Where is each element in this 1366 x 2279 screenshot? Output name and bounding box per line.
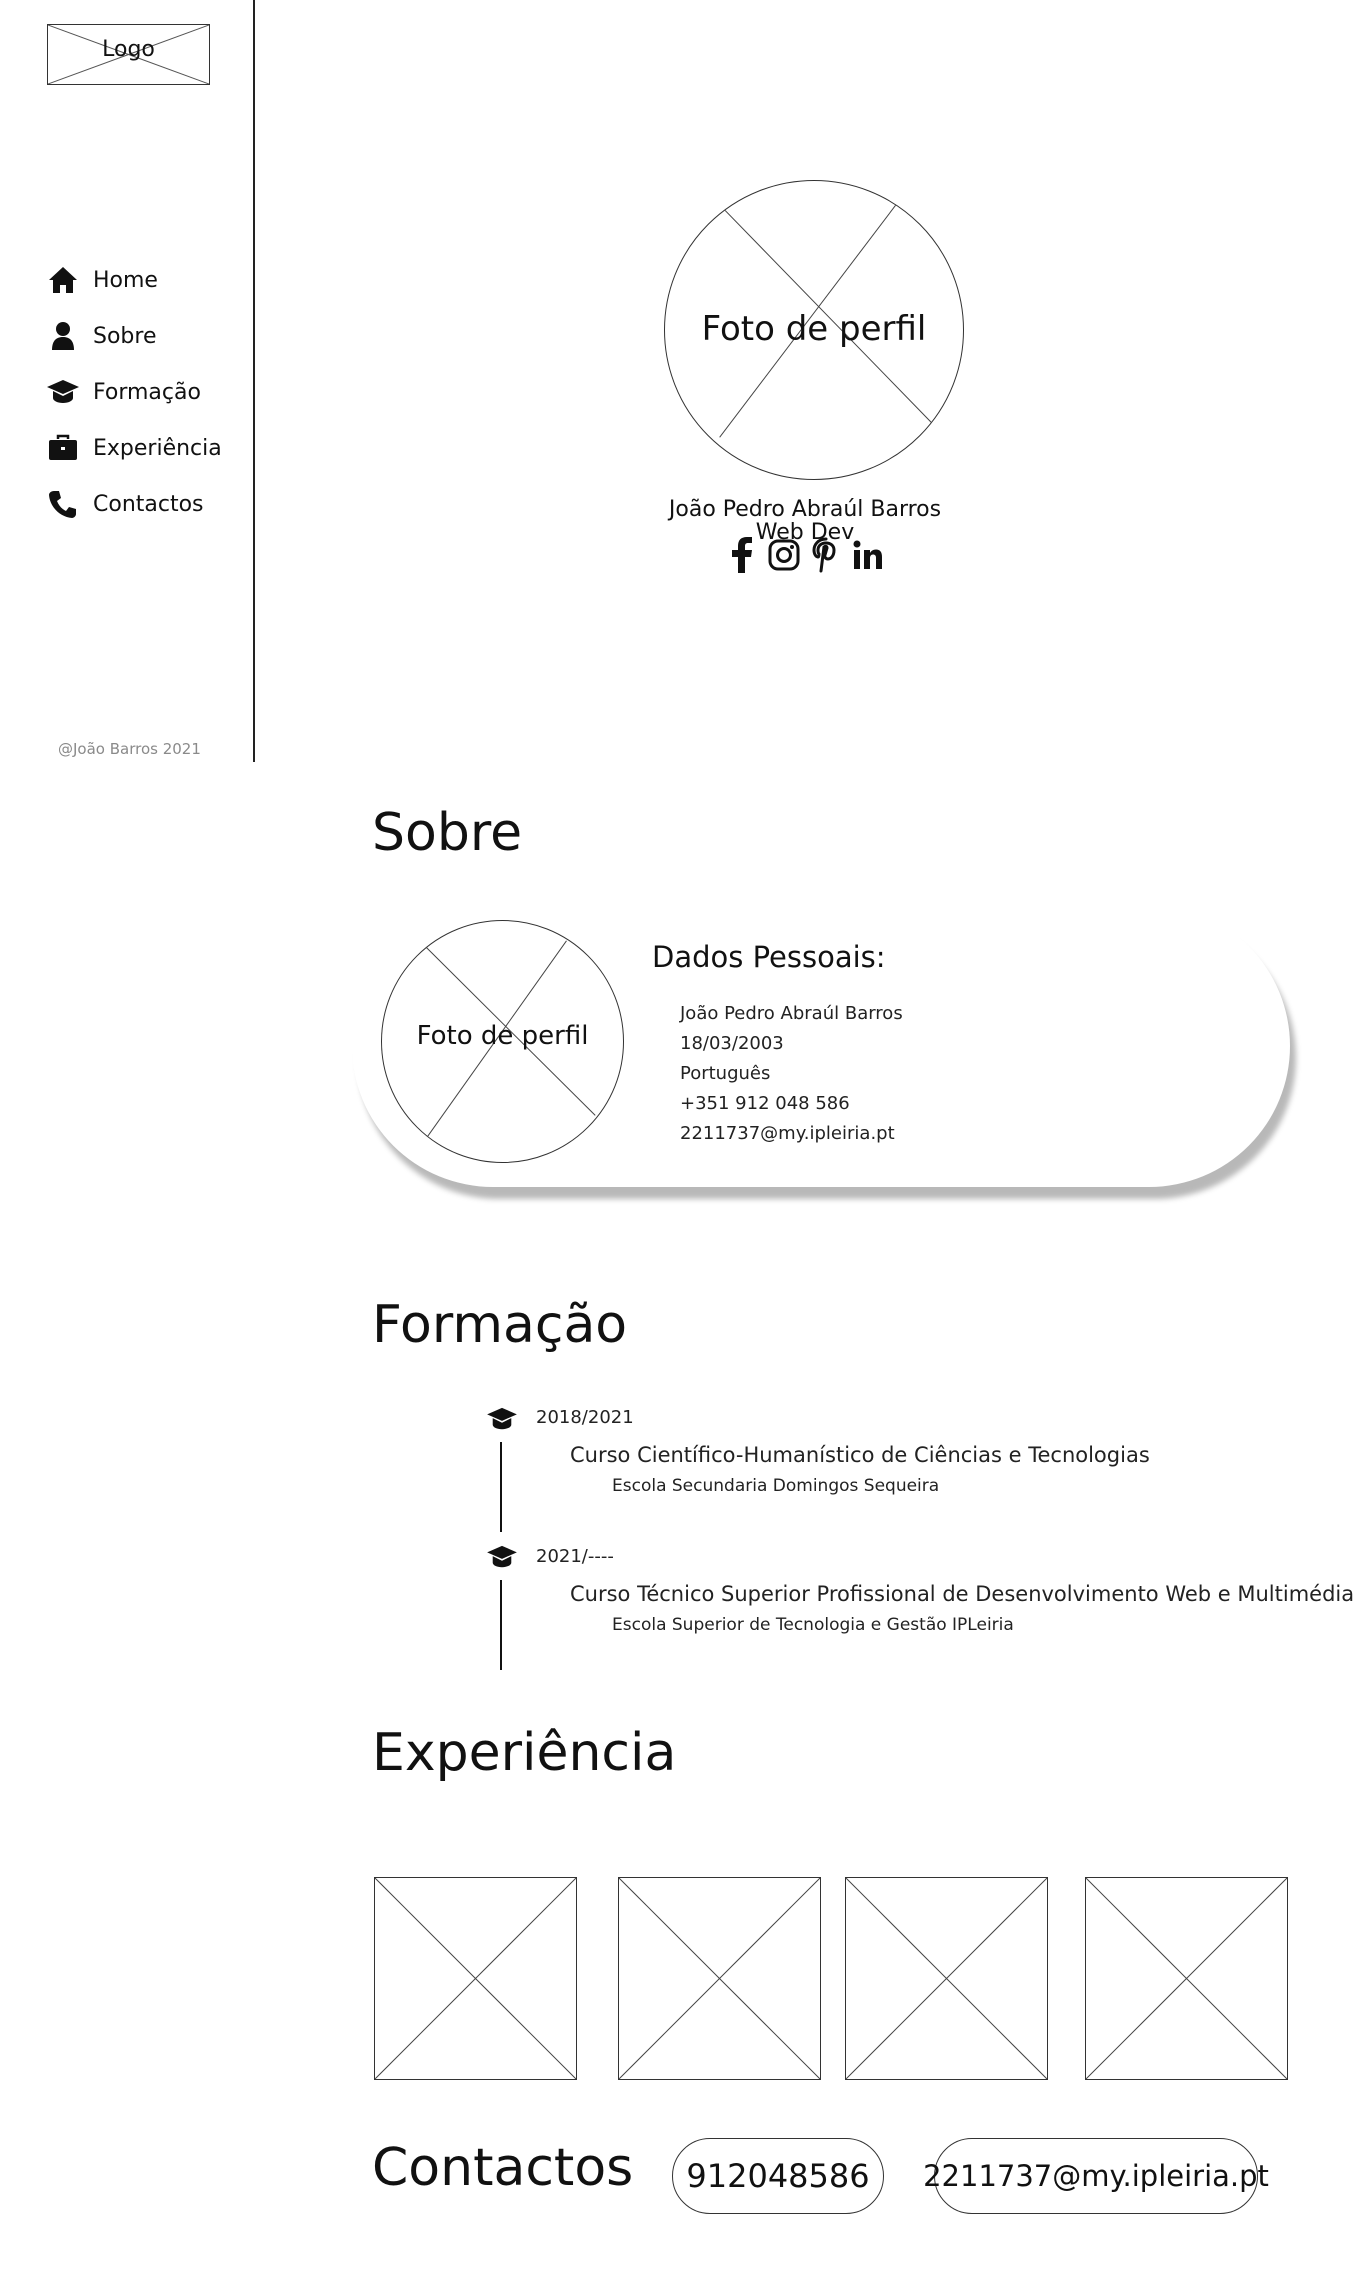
graduation-cap-icon <box>46 375 80 409</box>
logo-text: Logo <box>102 37 155 62</box>
dados-pessoais-title: Dados Pessoais: <box>652 940 886 974</box>
user-icon <box>46 319 80 353</box>
timeline-date: 2021/---- <box>536 1546 614 1567</box>
section-title-contactos: Contactos <box>372 2138 634 2198</box>
timeline-course: Curso Técnico Superior Profissional de D… <box>570 1582 1355 1606</box>
timeline-school: Escola Secundaria Domingos Sequeira <box>612 1476 940 1496</box>
experience-image-placeholder[interactable] <box>1085 1877 1288 2080</box>
nav-label: Experiência <box>93 435 222 461</box>
sobre-profile-photo: Foto de perfil <box>381 920 624 1163</box>
dados-email: 2211737@my.ipleiria.pt <box>680 1123 895 1144</box>
timeline-connector <box>500 1580 502 1670</box>
facebook-icon[interactable] <box>725 535 759 575</box>
hero-profile-photo: Foto de perfil <box>664 180 964 480</box>
nav-label: Formação <box>93 379 201 405</box>
experience-image-placeholder[interactable] <box>374 1877 577 2080</box>
dados-name: João Pedro Abraúl Barros <box>680 1003 903 1024</box>
nav-item-formacao[interactable]: Formação <box>46 375 201 409</box>
hero-role: Web Dev <box>755 520 855 545</box>
nav-item-experiencia[interactable]: Experiência <box>46 431 222 465</box>
nav-label: Contactos <box>93 491 204 517</box>
dados-nationality: Português <box>680 1063 771 1084</box>
graduation-cap-icon <box>485 1402 519 1436</box>
briefcase-icon <box>46 431 80 465</box>
nav-label: Home <box>93 267 158 293</box>
hero-name: João Pedro Abraúl Barros <box>668 497 942 522</box>
section-title-sobre: Sobre <box>372 803 523 863</box>
profile-photo-label: Foto de perfil <box>701 309 927 349</box>
experience-image-placeholder[interactable] <box>845 1877 1048 2080</box>
nav-item-home[interactable]: Home <box>46 263 158 297</box>
experience-image-placeholder[interactable] <box>618 1877 821 2080</box>
timeline-course: Curso Científico-Humanístico de Ciências… <box>570 1443 1150 1467</box>
linkedin-icon[interactable] <box>851 535 885 575</box>
dados-phone: +351 912 048 586 <box>680 1093 850 1114</box>
section-title-experiencia: Experiência <box>372 1723 677 1783</box>
logo-placeholder[interactable]: Logo <box>47 24 210 85</box>
dados-birthdate: 18/03/2003 <box>680 1033 784 1054</box>
pinterest-icon[interactable] <box>809 535 843 575</box>
timeline-date: 2018/2021 <box>536 1407 634 1428</box>
social-links <box>725 535 885 575</box>
nav-item-contactos[interactable]: Contactos <box>46 487 204 521</box>
nav-item-sobre[interactable]: Sobre <box>46 319 157 353</box>
copyright: @João Barros 2021 <box>58 740 201 758</box>
contact-email-button[interactable]: 2211737@my.ipleiria.pt <box>923 2138 1269 2214</box>
nav-label: Sobre <box>93 323 157 349</box>
phone-icon <box>46 487 80 521</box>
profile-photo-label: Foto de perfil <box>416 1021 589 1051</box>
section-title-formacao: Formação <box>372 1295 628 1355</box>
timeline-school: Escola Superior de Tecnologia e Gestão I… <box>612 1615 1014 1635</box>
instagram-icon[interactable] <box>767 535 801 575</box>
home-icon <box>46 263 80 297</box>
graduation-cap-icon <box>485 1540 519 1574</box>
sidebar-divider <box>253 0 255 762</box>
timeline-connector <box>500 1442 502 1532</box>
contact-phone-button[interactable]: 912048586 <box>672 2138 884 2214</box>
